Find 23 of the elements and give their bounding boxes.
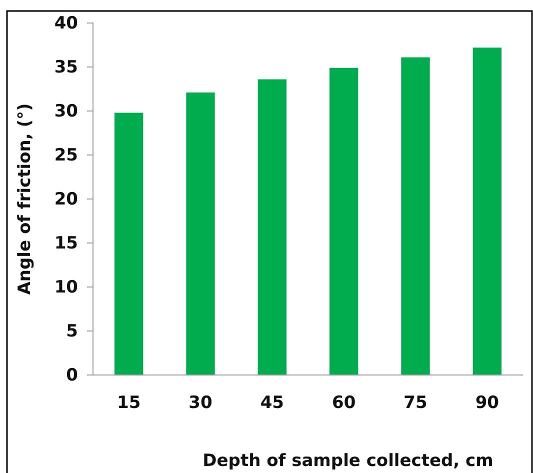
y-tick-label: 5 — [66, 321, 78, 342]
x-tick-label: 60 — [332, 393, 356, 413]
y-tick-label: 25 — [54, 145, 78, 166]
y-axis-title: Angle of friction, (°) — [15, 103, 35, 295]
bar — [330, 68, 358, 375]
x-tick-label: 30 — [188, 393, 212, 413]
bar — [258, 79, 286, 375]
y-tick-label: 40 — [54, 13, 78, 34]
y-tick-label: 15 — [54, 233, 78, 254]
y-tick-label: 0 — [66, 365, 78, 386]
y-tick-label: 30 — [54, 101, 78, 122]
x-tick-label: 75 — [404, 393, 428, 413]
bar — [114, 112, 144, 375]
x-tick-label: 45 — [260, 393, 284, 413]
y-tick-label: 20 — [54, 189, 78, 210]
y-tick-label: 35 — [54, 57, 78, 78]
y-tick-label: 10 — [54, 277, 78, 298]
bar — [472, 48, 502, 375]
x-tick-label: 15 — [116, 393, 141, 413]
bar — [186, 92, 215, 375]
bar — [401, 57, 430, 375]
x-tick-label: 90 — [475, 393, 500, 413]
x-axis-title: Depth of sample collected, cm — [202, 451, 494, 471]
